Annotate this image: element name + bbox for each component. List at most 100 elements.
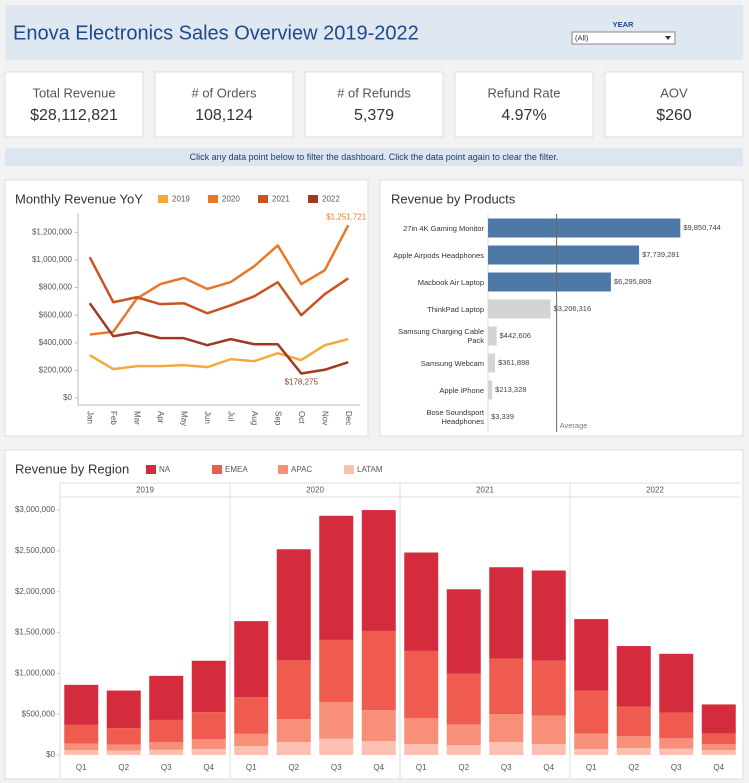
bar-segment — [531, 715, 566, 745]
kpi-value: $260 — [656, 107, 692, 124]
x-tick-label: Sep — [274, 411, 283, 426]
bar-segment — [701, 704, 736, 734]
group-label: 2020 — [306, 486, 324, 495]
bar-segment — [659, 748, 694, 756]
bar-segment — [276, 549, 311, 661]
reference-label: Average — [560, 421, 588, 430]
legend-swatch — [308, 195, 318, 203]
panel — [4, 179, 369, 437]
data-label: $213,328 — [495, 385, 526, 394]
x-tick-label: Nov — [321, 411, 330, 425]
y-label-box: Apple iPhone — [439, 386, 484, 395]
bar-segment — [149, 675, 184, 720]
x-tick-label: Jul — [227, 411, 236, 421]
y-tick-label: Samsung Webcam — [420, 358, 484, 368]
kpi-card — [604, 71, 744, 138]
x-tick-label: Oct — [297, 411, 306, 424]
x-tick-label: Q2 — [628, 763, 639, 772]
y-label-box: Macbook Air Laptop — [418, 278, 484, 287]
data-label: $9,850,744 — [683, 223, 721, 232]
bar — [488, 245, 640, 265]
x-tick-label: Q2 — [118, 763, 129, 772]
bar-segment — [446, 589, 481, 674]
x-tick-label: Dec — [344, 411, 353, 425]
bar-segment — [659, 712, 694, 739]
bar-segment — [149, 749, 184, 756]
bar-segment — [659, 653, 694, 713]
x-tick-label: Q3 — [161, 763, 172, 772]
x-tick-label: Feb — [109, 411, 118, 425]
dropdown-box[interactable] — [571, 31, 676, 45]
bar-segment — [616, 706, 651, 737]
data-label: $7,739,281 — [642, 250, 680, 259]
kpi-value: 4.97% — [501, 107, 546, 124]
bar-segment — [701, 733, 736, 745]
y-tick-label: $500,000 — [22, 709, 56, 718]
y-tick-label: ThinkPad Laptop — [427, 304, 484, 314]
kpi-label: # of Refunds — [337, 85, 411, 100]
data-label: $361,898 — [498, 358, 529, 367]
bar-segment — [574, 690, 609, 734]
y-tick-label: $2,000,000 — [15, 587, 56, 596]
data-label: $1,251,721 — [326, 212, 367, 221]
bar-segment — [64, 724, 99, 744]
dashboard-title: Enova Electronics Sales Overview 2019-20… — [13, 22, 419, 44]
bar-segment — [191, 660, 226, 713]
kpi-value: 5,379 — [354, 107, 394, 124]
line-series — [88, 302, 349, 375]
line-series — [88, 256, 349, 317]
kpi-label: AOV — [660, 85, 688, 100]
y-label-box: ThinkPad Laptop — [427, 304, 484, 314]
dropdown-value[interactable]: (All) — [575, 33, 589, 42]
group-label: 2021 — [476, 486, 494, 495]
dropdown-arrow[interactable] — [665, 36, 671, 40]
data-label: $3,339 — [491, 412, 514, 421]
y-tick-label: Apple Airpods Headphones — [393, 250, 484, 260]
y-tick-label: $2,500,000 — [15, 546, 56, 555]
y-label-box: Apple Airpods Headphones — [393, 250, 484, 260]
bar-segment — [489, 658, 524, 715]
year-dropdown[interactable]: (All) — [571, 31, 676, 45]
x-tick-label: Q2 — [458, 763, 469, 772]
data-label: $6,295,809 — [614, 277, 652, 286]
bar-segment — [191, 739, 226, 749]
kpi-label: Total Revenue — [32, 85, 115, 100]
banner — [5, 148, 743, 166]
bar-segment — [234, 733, 269, 747]
bar-segment — [106, 728, 141, 745]
y-label-box: 27in 4K Gaming Monitor — [403, 224, 484, 233]
bar-segment — [106, 690, 141, 729]
bar-segment — [446, 724, 481, 746]
kpi-label: Refund Rate — [488, 85, 561, 100]
legend-swatch — [258, 195, 268, 203]
bar-segment — [574, 619, 609, 691]
legend-label: 2019 — [172, 195, 190, 204]
bar-segment — [276, 660, 311, 720]
x-tick-label: Jan — [86, 411, 95, 424]
data-label: $442,606 — [500, 331, 531, 340]
x-tick-label: Jun — [203, 411, 212, 424]
x-tick-label: May — [180, 411, 189, 426]
x-tick-label: Aug — [250, 411, 259, 425]
bar-segment — [361, 710, 396, 742]
bar-segment — [574, 733, 609, 749]
legend-label: 2022 — [322, 195, 340, 204]
bar-segment — [361, 510, 396, 631]
bar-segment — [191, 748, 226, 756]
y-tick-label: $3,000,000 — [15, 505, 56, 514]
legend-label: APAC — [291, 465, 312, 474]
bar-segment — [404, 552, 439, 651]
x-tick-label: Q2 — [288, 763, 299, 772]
bar-segment — [446, 673, 481, 725]
legend-swatch — [212, 465, 222, 474]
bar-segment — [276, 719, 311, 742]
legend-swatch — [146, 465, 156, 474]
kpi-card — [304, 71, 444, 138]
line-series — [89, 337, 349, 371]
bar-segment — [234, 697, 269, 734]
y-tick-label: $600,000 — [39, 310, 73, 319]
bar-segment — [489, 567, 524, 659]
bar-segment — [701, 750, 736, 756]
bar-segment — [106, 744, 141, 751]
